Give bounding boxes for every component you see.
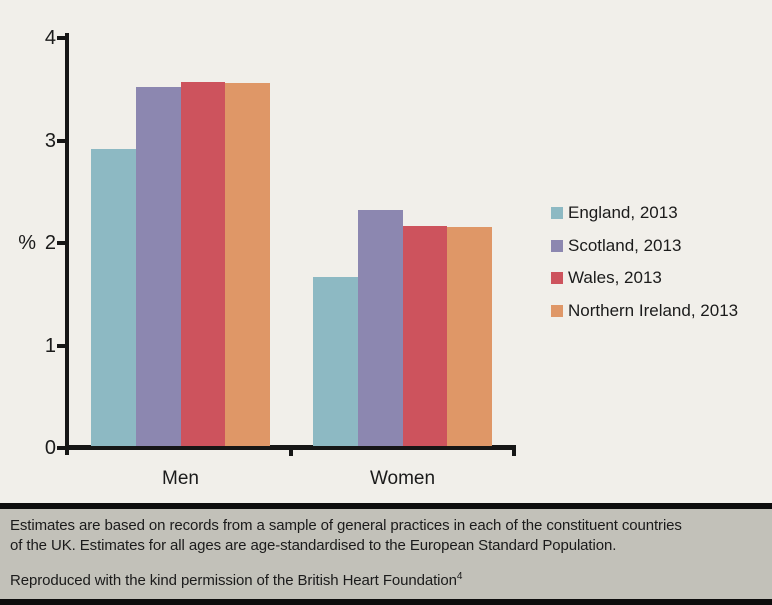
legend-label: Scotland, 2013 xyxy=(568,235,682,255)
legend-swatch-icon xyxy=(551,272,563,284)
y-tick xyxy=(57,138,65,143)
y-tick xyxy=(57,36,65,40)
category-label: Men xyxy=(162,468,199,489)
caption-band xyxy=(0,509,772,599)
legend-item: England, 2013 xyxy=(551,202,678,224)
bar-women-0 xyxy=(313,277,358,446)
caption-credit: Reproduced with the kind permission of t… xyxy=(10,571,462,591)
footnote-marker: 4 xyxy=(456,571,463,582)
y-axis-unit-label: % xyxy=(18,232,36,254)
bar-women-2 xyxy=(402,226,448,446)
y-tick xyxy=(57,446,65,450)
bar-men-2 xyxy=(180,82,226,446)
y-tick-label: 1 xyxy=(44,334,56,357)
legend-item: Wales, 2013 xyxy=(551,267,662,289)
caption-top-rule xyxy=(0,503,772,509)
legend-swatch-icon xyxy=(551,207,563,219)
legend-label: England, 2013 xyxy=(568,203,678,222)
legend-swatch-icon xyxy=(551,304,563,317)
category-label: Women xyxy=(369,468,436,489)
y-axis xyxy=(65,33,69,455)
caption-bottom-rule xyxy=(0,599,772,605)
legend-swatch-icon xyxy=(551,239,563,252)
y-tick-label: 4 xyxy=(44,27,56,49)
y-tick-label: 2 xyxy=(44,232,56,254)
legend-label: Wales, 2013 xyxy=(568,268,662,287)
legend: England, 2013 Scotland, 2013 Wales, 2013 No… xyxy=(551,202,738,322)
bar-men-1 xyxy=(135,87,181,446)
y-tick xyxy=(57,343,65,348)
y-tick-label: 3 xyxy=(44,129,56,152)
x-axis-tick xyxy=(289,445,293,456)
y-tick-label: 0 xyxy=(44,437,56,459)
caption-note-line2: of the UK. Estimates for all ages are ag… xyxy=(10,537,617,554)
bar-women-1 xyxy=(357,210,403,446)
bar-men-0 xyxy=(91,149,136,446)
caption-note-line1: Estimates are based on records from a sa… xyxy=(10,517,682,534)
legend-item: Northern Ireland, 2013 xyxy=(551,300,738,322)
caption-credit-text: Reproduced with the kind permission of t… xyxy=(10,572,457,589)
bar-men-3 xyxy=(225,83,270,446)
legend-label: Northern Ireland, 2013 xyxy=(568,300,739,320)
x-axis-tick xyxy=(512,445,516,456)
y-tick xyxy=(57,241,65,245)
bar-chart: % 0 1 2 3 4 Men Women England, 2013 Scotland, 2… xyxy=(18,27,738,489)
caption-note: Estimates are based on records from a sa… xyxy=(10,516,682,556)
bar-women-3 xyxy=(447,227,492,446)
legend-item: Scotland, 2013 xyxy=(551,235,681,257)
